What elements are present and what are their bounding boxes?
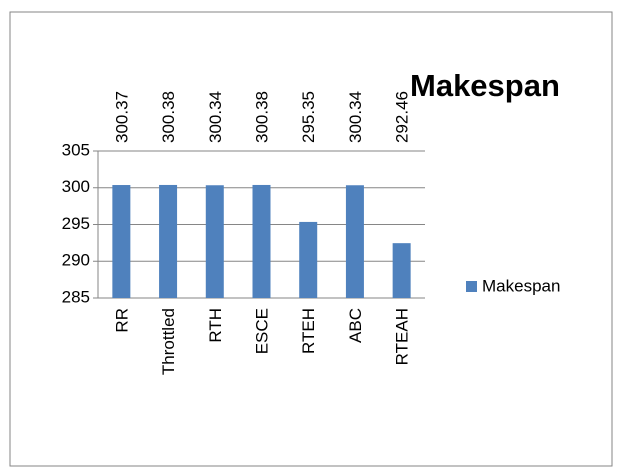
data-label: 300.34 bbox=[206, 91, 225, 143]
bar bbox=[299, 221, 318, 298]
y-tick-label: 300 bbox=[62, 177, 90, 196]
x-tick-label: RTEH bbox=[299, 308, 318, 354]
data-label: 300.37 bbox=[112, 91, 131, 143]
x-tick-label: RR bbox=[112, 308, 131, 333]
data-label: 300.34 bbox=[346, 91, 365, 143]
bar bbox=[159, 184, 178, 298]
bar bbox=[392, 243, 411, 298]
chart-title: Makespan bbox=[410, 68, 560, 103]
bar bbox=[345, 185, 364, 298]
data-label: 300.38 bbox=[159, 91, 178, 143]
y-tick-label: 295 bbox=[62, 214, 90, 233]
data-label: 300.38 bbox=[253, 91, 272, 143]
y-tick-label: 305 bbox=[62, 140, 90, 159]
data-label: 295.35 bbox=[299, 91, 318, 143]
bar bbox=[205, 185, 224, 298]
y-tick-label: 290 bbox=[62, 251, 90, 270]
bar bbox=[252, 184, 271, 298]
legend-swatch bbox=[466, 281, 477, 292]
x-tick-label: ABC bbox=[346, 308, 365, 343]
x-tick-label: RTEAH bbox=[393, 308, 412, 365]
x-tick-label: RTH bbox=[206, 308, 225, 343]
legend-label: Makespan bbox=[482, 276, 560, 295]
x-tick-label: ESCE bbox=[253, 308, 272, 354]
data-label: 292.46 bbox=[393, 91, 412, 143]
y-tick-label: 285 bbox=[62, 287, 90, 306]
x-tick-label: Throttled bbox=[159, 308, 178, 375]
bar bbox=[112, 185, 131, 298]
